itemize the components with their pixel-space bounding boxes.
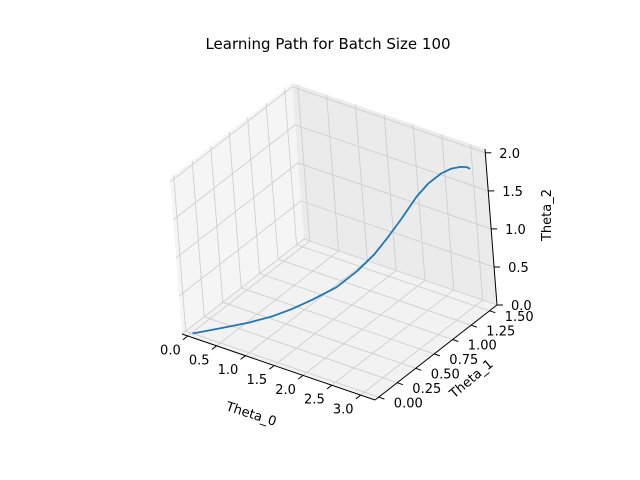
axis-panes: [170, 83, 497, 400]
grid-line-y-wall: [265, 103, 279, 260]
grid-line-y-floor: [241, 287, 435, 355]
grid-line-y-wall: [173, 175, 187, 332]
x-tick-label: 2.0: [275, 383, 296, 398]
x-tick-label: 3.0: [333, 403, 354, 418]
grid-line-z-wall: [178, 200, 302, 297]
grid-line-x-back: [470, 144, 484, 301]
y-tick: [434, 353, 440, 357]
tick-labels: 0.00.51.01.52.02.53.0 0.000.250.500.751.0…: [160, 147, 534, 418]
grid-line-x-back: [412, 124, 426, 281]
grid-line-y-wall: [247, 117, 261, 274]
left-wall-pane: [170, 83, 304, 334]
z-tick-label: 2.0: [499, 147, 520, 162]
y-tick-label: 0.00: [394, 396, 423, 411]
grid-line-x-back: [326, 94, 340, 251]
x-tick: [326, 384, 333, 390]
z-tick-label: 1.5: [502, 185, 523, 200]
grid-line-x-floor: [360, 299, 483, 396]
series-line: [192, 165, 471, 335]
grid-line-x-floor: [187, 240, 311, 337]
grid-line-z-wall: [170, 86, 293, 183]
y-axis-line: [374, 304, 498, 401]
grid-line-z-back: [295, 124, 489, 192]
x-tick: [297, 375, 304, 380]
grid-line-y-floor: [277, 258, 472, 326]
grid-line-y-floor: [204, 316, 398, 384]
grid-line-y-wall: [210, 146, 224, 303]
y-tick: [378, 396, 385, 400]
z-axis-line: [484, 148, 498, 306]
x-tick: [240, 355, 246, 360]
grid-line-x-floor: [216, 250, 339, 347]
x-tick-label: 2.5: [304, 393, 325, 408]
grid-lines: [170, 84, 498, 398]
chart-title: Learning Path for Batch Size 100: [205, 35, 450, 53]
y-tick: [452, 339, 459, 342]
grid-line-x-floor: [302, 280, 426, 376]
grid-line-x-floor: [331, 289, 455, 386]
grid-line-y-floor: [185, 330, 379, 398]
grid-line-x-back: [441, 134, 455, 291]
grid-line-z-back: [303, 238, 498, 306]
grid-line-x-back: [297, 84, 311, 242]
z-axis-label: Theta_2: [540, 189, 555, 242]
grid-line-x-back: [383, 114, 397, 271]
grid-line-y-floor: [222, 301, 416, 369]
grid-line-y-floor: [259, 273, 453, 340]
x-tick-label: 1.0: [218, 363, 239, 378]
y-tick: [397, 382, 404, 386]
x-tick-label: 1.5: [246, 373, 267, 388]
grid-line-z-back: [292, 86, 486, 154]
grid-line-x-floor: [245, 260, 368, 357]
grid-line-y-wall: [228, 131, 242, 288]
axis-ticks: [181, 148, 503, 401]
z-tick-label: 0.0: [511, 299, 532, 314]
grid-line-z-wall: [172, 124, 296, 221]
y-tick: [415, 367, 422, 371]
grid-line-y-floor: [296, 244, 490, 312]
grid-line-z-wall: [181, 238, 305, 335]
y-tick-label: 1.25: [486, 324, 515, 339]
x-tick: [355, 394, 361, 400]
grid-line-z-back: [300, 200, 495, 268]
series-group: [192, 165, 471, 335]
y-tick-label: 0.75: [449, 353, 478, 368]
x-tick: [269, 365, 275, 370]
y-tick: [470, 324, 477, 328]
grid-line-z-back: [297, 162, 492, 230]
z-tick-label: 0.5: [508, 261, 529, 276]
x-tick-label: 0.0: [160, 344, 181, 359]
grid-line-y-wall: [284, 88, 298, 245]
z-tick-label: 1.0: [505, 223, 526, 238]
y-tick-label: 1.00: [468, 339, 497, 354]
x-tick: [211, 345, 217, 350]
y-tick-label: 0.50: [431, 368, 460, 383]
grid-line-x-floor: [273, 270, 397, 366]
back-wall-pane: [292, 83, 497, 305]
grid-line-z-wall: [175, 162, 299, 259]
y-tick-label: 1.50: [505, 310, 534, 325]
grid-line-x-back: [354, 104, 368, 261]
x-axis-line: [181, 333, 376, 401]
grid-line-y-wall: [191, 160, 205, 317]
x-tick: [182, 335, 189, 341]
y-tick-label: 0.25: [412, 382, 441, 397]
y-tick: [489, 310, 496, 314]
x-tick-label: 0.5: [189, 353, 210, 368]
